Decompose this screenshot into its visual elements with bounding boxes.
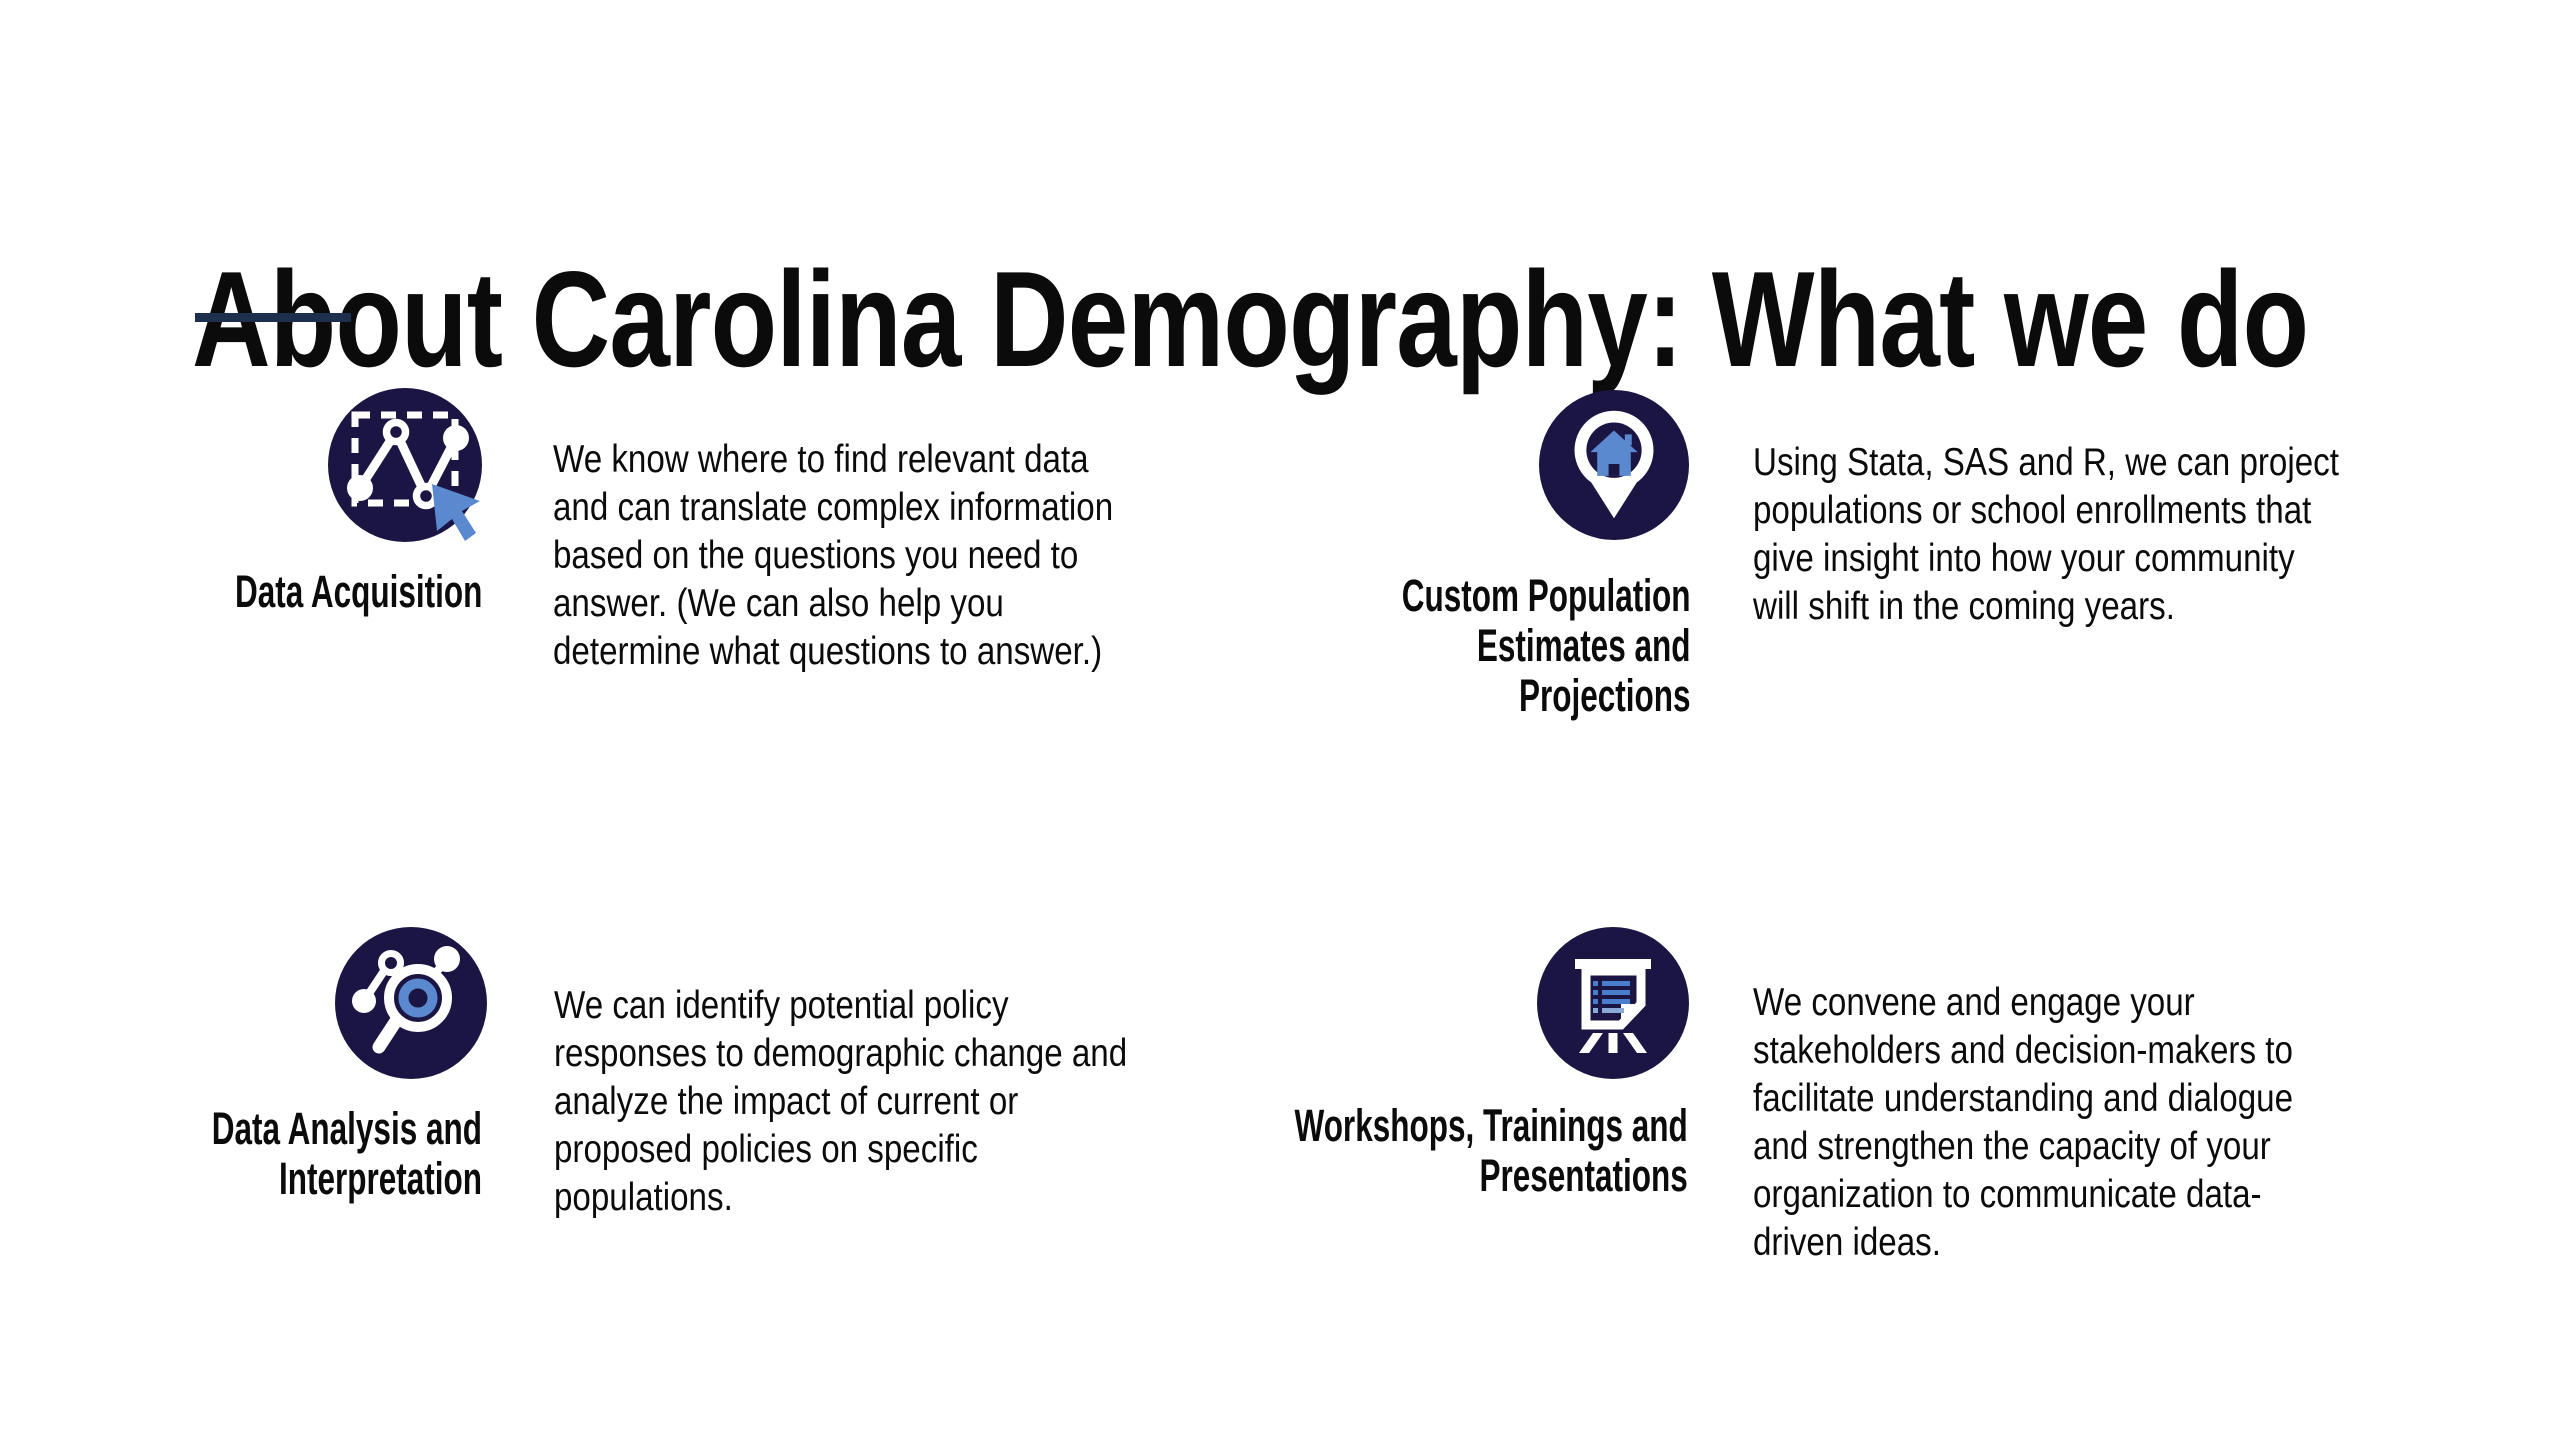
section-description-workshops: We convene and engage your stakeholders …	[1753, 981, 2294, 1264]
chart-points-cursor-icon	[328, 388, 482, 542]
section-label-workshops: Workshops, Trainings and Presentations	[1294, 1100, 1688, 1201]
map-pin-house-icon	[1538, 389, 1690, 541]
section-description-data-acquisition: We know where to find relevant data and …	[553, 438, 1114, 673]
house-icon	[1590, 430, 1638, 476]
title-underline	[195, 313, 351, 322]
page-title: About Carolina Demography: What we do	[192, 243, 2309, 396]
cursor-arrow-icon	[432, 484, 480, 541]
section-label-data-analysis: Data Analysis and Interpretation	[211, 1103, 482, 1204]
section-description-data-analysis: We can identify potential policy respons…	[554, 984, 1128, 1219]
section-label-data-acquisition: Data Acquisition	[234, 566, 482, 617]
section-label-custom-population: Custom Population Estimates and Projecti…	[1401, 570, 1690, 721]
magnifier-network-icon	[335, 927, 487, 1079]
bullet-list-icon	[1593, 981, 1630, 1013]
presentation-easel-icon	[1537, 927, 1689, 1079]
section-description-custom-population: Using Stata, SAS and R, we can project p…	[1753, 441, 2339, 628]
